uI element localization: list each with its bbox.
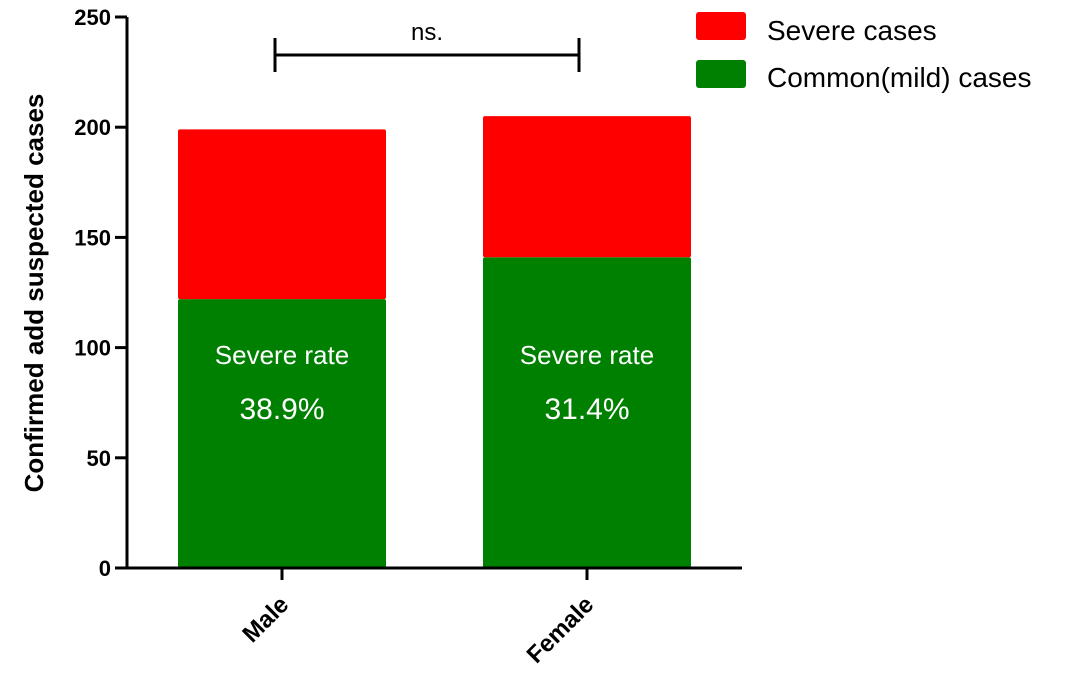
y-tick-label: 50 — [87, 446, 111, 471]
legend-swatch-severe-cases — [696, 12, 746, 40]
plot-area: 0 50 100 150 200 250 Male Female Severe rate 38.9… — [74, 5, 742, 669]
bar-male-common-mild-cases — [178, 299, 386, 568]
significance-label: ns. — [411, 19, 443, 46]
legend-swatch-common-mild-cases — [696, 60, 746, 88]
x-tick-label-female: Female — [522, 591, 600, 669]
y-tick-label: 0 — [99, 556, 111, 581]
bar-female-common-mild-cases — [483, 257, 691, 568]
y-axis-title: Confirmed add suspected cases — [19, 94, 49, 493]
legend-label-severe-cases: Severe cases — [767, 15, 937, 46]
y-tick-label: 250 — [74, 5, 111, 30]
x-tick-label-male: Male — [237, 591, 294, 648]
bar-female-severe-cases — [483, 116, 691, 258]
y-tick-label: 100 — [74, 336, 111, 361]
legend-label-common-mild-cases: Common(mild) cases — [767, 62, 1032, 93]
bar-male-severe-cases — [178, 129, 386, 300]
y-tick-label: 200 — [74, 115, 111, 140]
y-tick-label: 150 — [74, 225, 111, 250]
annotation-label-female: Severe rate — [520, 340, 654, 370]
annotation-value-female: 31.4% — [544, 393, 629, 426]
annotation-value-male: 38.9% — [239, 393, 324, 426]
legend: Severe cases Common(mild) cases — [696, 12, 1032, 93]
annotation-label-male: Severe rate — [215, 340, 349, 370]
